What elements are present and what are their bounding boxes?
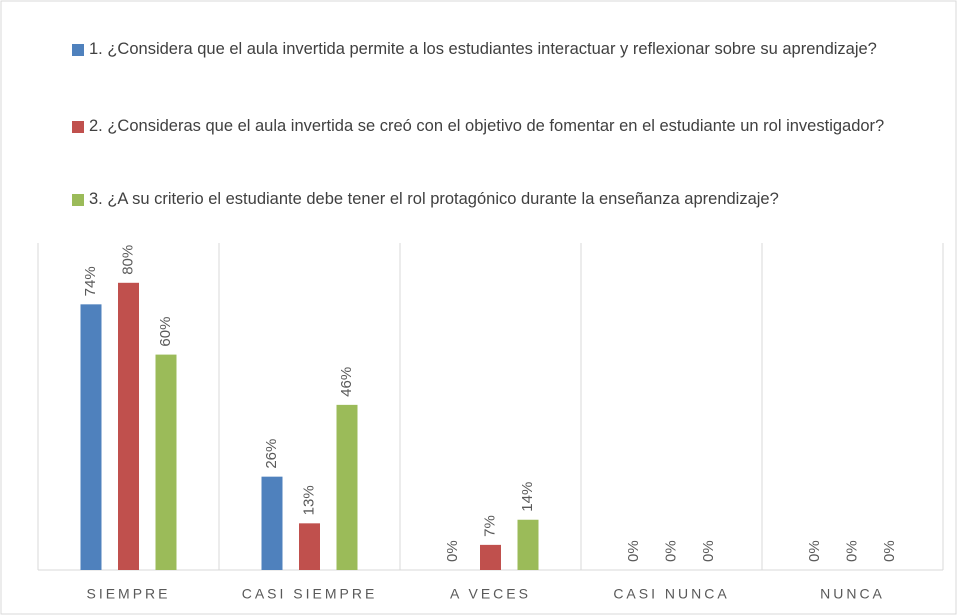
bar [80, 304, 102, 570]
legend-label: 1. ¿Considera que el aula invertida perm… [89, 40, 877, 58]
x-tick-label: CASI NUNCA [613, 586, 729, 602]
data-label: 0% [662, 540, 679, 562]
legend-item: 3. ¿A su criterio el estudiante debe ten… [72, 184, 939, 215]
legend-label: 2. ¿Consideras que el aula invertida se … [89, 117, 885, 135]
bar [336, 404, 358, 570]
bar [299, 523, 320, 570]
data-label: 74% [82, 266, 99, 296]
legend-swatch [72, 194, 84, 206]
x-tick-label: SIEMPRE [86, 586, 170, 602]
data-label: 0% [444, 540, 461, 562]
bar [517, 519, 539, 570]
data-label: 0% [843, 540, 860, 562]
data-label: 80% [119, 245, 136, 275]
legend-swatch [72, 121, 84, 133]
x-tick-label: CASI SIEMPRE [242, 586, 378, 602]
data-label: 14% [519, 482, 536, 512]
data-label: 13% [300, 485, 317, 515]
bar [480, 544, 501, 570]
data-label: 60% [157, 317, 174, 347]
legend-item: 2. ¿Consideras que el aula invertida se … [72, 111, 939, 142]
legend-swatch [72, 44, 84, 56]
data-label: 26% [263, 439, 280, 469]
x-tick-label: NUNCA [820, 586, 885, 602]
bar [155, 354, 177, 570]
data-label: 0% [881, 540, 898, 562]
legend-label: 3. ¿A su criterio el estudiante debe ten… [89, 190, 779, 208]
data-label: 0% [700, 540, 717, 562]
data-label: 0% [806, 540, 823, 562]
legend-item: 1. ¿Considera que el aula invertida perm… [72, 34, 939, 65]
data-label: 0% [625, 540, 642, 562]
bar [261, 476, 283, 570]
bar [118, 282, 139, 570]
x-tick-label: A VECES [450, 586, 531, 602]
data-label: 7% [481, 515, 498, 537]
data-label: 46% [338, 367, 355, 397]
